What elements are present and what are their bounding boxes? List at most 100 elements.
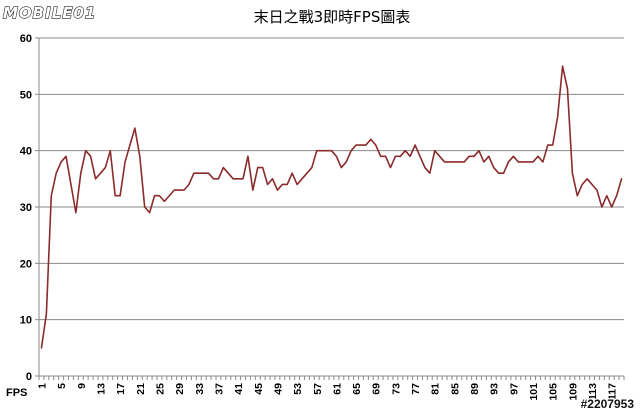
- data-point: [355, 144, 357, 146]
- data-point: [330, 149, 332, 151]
- x-tick-label: 85: [449, 383, 461, 395]
- data-point: [296, 183, 298, 185]
- data-point: [222, 166, 224, 168]
- data-point: [611, 206, 613, 208]
- data-point: [242, 178, 244, 180]
- x-tick-label: 1: [36, 383, 48, 389]
- data-point: [517, 161, 519, 163]
- data-point: [379, 155, 381, 157]
- data-point: [394, 155, 396, 157]
- data-point: [286, 183, 288, 185]
- y-tick-label: 20: [20, 258, 32, 270]
- chart-title: 末日之戰3即時FPS圖表: [254, 8, 411, 26]
- data-point: [443, 161, 445, 163]
- x-axis-label: FPS: [6, 387, 27, 399]
- data-point: [424, 166, 426, 168]
- data-point: [320, 149, 322, 151]
- data-point: [109, 149, 111, 151]
- x-tick-label: 57: [312, 383, 324, 395]
- data-point: [325, 149, 327, 151]
- data-point: [119, 195, 121, 197]
- data-point: [493, 166, 495, 168]
- data-point: [188, 183, 190, 185]
- x-tick-label: 61: [331, 383, 343, 395]
- data-point: [615, 195, 617, 197]
- x-tick-label: 89: [469, 383, 481, 395]
- data-point: [163, 200, 165, 202]
- y-tick-label: 0: [26, 371, 32, 383]
- data-point: [129, 144, 131, 146]
- data-point: [217, 178, 219, 180]
- data-point: [153, 195, 155, 197]
- data-point: [365, 144, 367, 146]
- logo-lettering: MOBILE01: [3, 4, 96, 22]
- data-point: [512, 155, 514, 157]
- data-point: [556, 116, 558, 118]
- x-tick-label: 65: [351, 383, 363, 395]
- data-point: [85, 149, 87, 151]
- x-tick-label: 37: [213, 383, 225, 395]
- data-point: [301, 178, 303, 180]
- data-point: [581, 183, 583, 185]
- data-point: [419, 155, 421, 157]
- data-point: [335, 155, 337, 157]
- data-point: [50, 195, 52, 197]
- x-tick-labels: 1 5 9 13 17 21 25 29 33 37 41 45 49 53 57 61 65 69 73 77 81 8…: [36, 383, 618, 401]
- data-point: [571, 172, 573, 174]
- data-point: [60, 161, 62, 163]
- data-point: [522, 161, 524, 163]
- data-point: [291, 172, 293, 174]
- data-point: [148, 211, 150, 213]
- data-point: [173, 189, 175, 191]
- data-point: [468, 155, 470, 157]
- data-point: [473, 155, 475, 157]
- x-tick-label: 25: [154, 383, 166, 395]
- x-tick-label: 49: [272, 383, 284, 395]
- data-point: [561, 65, 563, 67]
- data-point: [586, 178, 588, 180]
- data-point: [576, 195, 578, 197]
- data-point: [434, 149, 436, 151]
- data-point: [389, 166, 391, 168]
- y-tick-labels: 0 10 20 30 40 50 60: [20, 33, 32, 383]
- data-point: [438, 155, 440, 157]
- data-point: [350, 149, 352, 151]
- y-tick-label: 10: [20, 315, 32, 327]
- data-point: [458, 161, 460, 163]
- data-point: [198, 172, 200, 174]
- y-tick-label: 40: [20, 146, 32, 158]
- x-tick-label: 117: [607, 383, 619, 400]
- data-point: [340, 166, 342, 168]
- data-point: [488, 155, 490, 157]
- series-fps-line: [40, 65, 623, 349]
- data-point: [370, 138, 372, 140]
- data-point: [478, 149, 480, 151]
- data-point: [104, 166, 106, 168]
- data-point: [202, 172, 204, 174]
- data-point: [178, 189, 180, 191]
- data-point: [65, 155, 67, 157]
- data-point: [311, 166, 313, 168]
- x-tick-label: 105: [548, 383, 560, 401]
- data-point: [45, 313, 47, 315]
- data-point: [375, 144, 377, 146]
- x-tick-label: 93: [489, 383, 501, 395]
- x-tick-label: 17: [115, 383, 127, 395]
- x-tick-label: 21: [135, 383, 147, 395]
- data-point: [404, 149, 406, 151]
- x-tick-label: 81: [430, 383, 442, 395]
- data-point: [483, 161, 485, 163]
- data-point: [143, 206, 145, 208]
- x-tick-label: 97: [508, 383, 520, 395]
- x-tick-label: 73: [390, 383, 402, 395]
- data-point: [232, 178, 234, 180]
- mobile01-logo-watermark: MOBILE01: [2, 3, 96, 22]
- data-point: [399, 155, 401, 157]
- data-point: [207, 172, 209, 174]
- data-point: [409, 155, 411, 157]
- data-point: [266, 183, 268, 185]
- data-point: [552, 144, 554, 146]
